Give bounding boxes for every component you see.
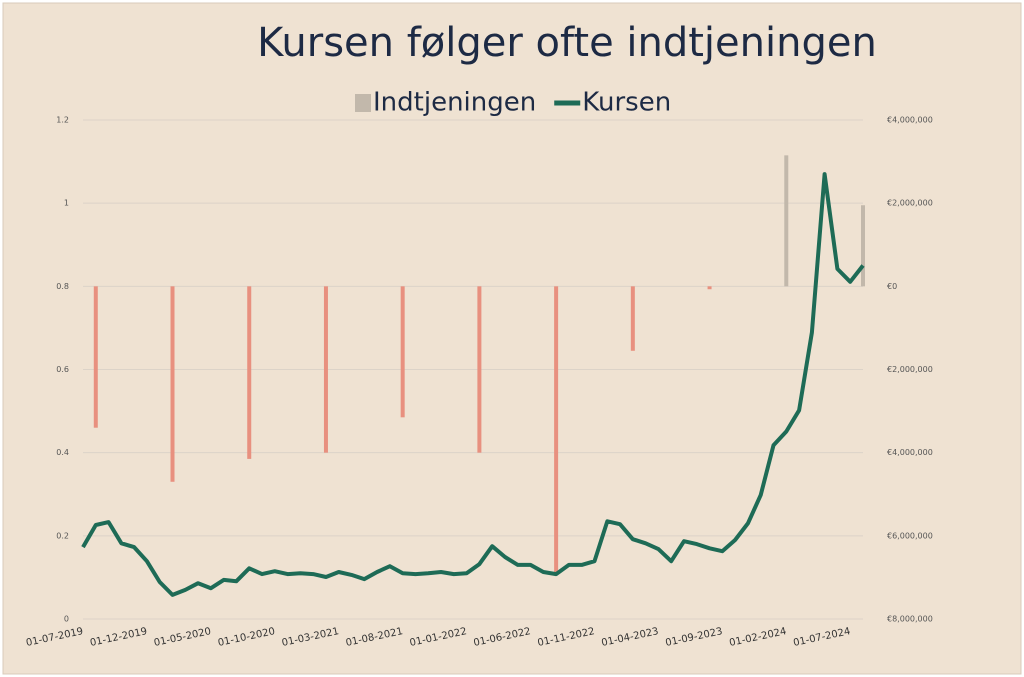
bar	[400, 286, 405, 418]
y-tick-label: 0.8	[56, 282, 69, 291]
bar	[554, 286, 559, 574]
y2-tick-label: €6,000,000	[887, 531, 933, 540]
y2-tick-label: €4,000,000	[887, 448, 933, 457]
y-tick-label: 1.2	[56, 116, 69, 125]
bar	[861, 205, 865, 287]
y-tick-label: 0.2	[56, 531, 69, 540]
legend-label: Indtjeningen	[373, 88, 536, 118]
bar	[784, 155, 789, 287]
line	[81, 172, 865, 597]
y2-tick-label: €2,000,000	[887, 199, 933, 208]
y2-tick-label: €2,000,000	[887, 365, 933, 374]
chart-title: Kursen følger ofte indtjeningen	[257, 20, 877, 66]
bar	[170, 286, 175, 482]
bar	[630, 286, 635, 351]
bar	[323, 286, 328, 453]
bar	[477, 286, 482, 453]
y-tick-label: 1	[64, 199, 69, 208]
y-tick-label: 0	[64, 615, 69, 624]
bar	[93, 286, 98, 428]
y-tick-label: 0.6	[56, 365, 69, 374]
bar	[707, 286, 712, 290]
y2-tick-label: €0	[887, 282, 897, 291]
y2-tick-label: €4,000,000	[887, 116, 933, 125]
legend-label: Kursen	[582, 88, 671, 118]
y2-tick-label: €8,000,000	[887, 615, 933, 624]
bar	[247, 286, 252, 459]
legend-swatch	[355, 94, 371, 112]
y-tick-label: 0.4	[56, 448, 69, 457]
